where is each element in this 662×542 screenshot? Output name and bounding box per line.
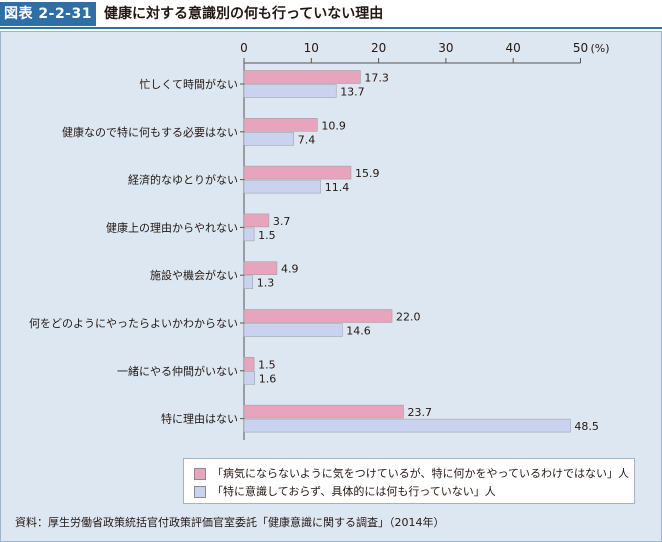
figure-label: 図表 2-2-31 <box>0 2 96 26</box>
data-label: 17.3 <box>364 72 389 85</box>
category-label: 一緒にやる仲間がいない <box>117 364 238 378</box>
data-label: 22.0 <box>396 311 421 324</box>
data-label: 1.5 <box>258 229 276 242</box>
title-bar: 図表 2-2-31 健康に対する意識別の何も行っていない理由 <box>0 0 662 29</box>
bar-chart: 0 10 20 30 40 50 (%) 忙しくて時間がない 17.313.7 健康なので特に何も… <box>29 41 610 440</box>
category-label: 特に理由はない <box>161 412 238 426</box>
bar <box>243 70 361 84</box>
x-tick-label: 50 <box>573 41 588 55</box>
data-label: 1.5 <box>258 358 276 371</box>
category-label: 忙しくて時間がない <box>139 77 238 91</box>
x-axis-unit: (%) <box>591 42 610 55</box>
data-label: 15.9 <box>355 167 380 180</box>
bar <box>243 371 256 385</box>
data-label: 1.3 <box>257 277 275 290</box>
source-note: 資料：厚生労働省政策統括官付政策評価官室委託「健康意識に関する調査」（2014年… <box>15 516 445 529</box>
data-label: 4.9 <box>281 263 299 276</box>
x-tick-label: 40 <box>506 41 521 55</box>
category-label: 施設や機会がない <box>150 268 238 282</box>
chart-panel <box>0 31 662 542</box>
data-label: 3.7 <box>273 215 291 228</box>
legend-swatch-series1 <box>194 468 206 480</box>
bar <box>243 227 255 242</box>
data-label: 7.4 <box>298 133 316 146</box>
data-label: 10.9 <box>321 119 346 132</box>
bar <box>243 261 278 275</box>
x-tick-label: 30 <box>438 41 453 55</box>
bar <box>243 275 253 289</box>
x-tick-label: 20 <box>371 41 386 55</box>
data-label: 14.6 <box>346 325 371 338</box>
data-label: 11.4 <box>325 181 350 194</box>
bar <box>243 404 404 419</box>
data-label: 48.5 <box>574 420 599 433</box>
legend-label-series1: 「病気にならないように気をつけているが、特に何かをやっているわけではない」人 <box>212 467 630 480</box>
x-tick-label: 0 <box>240 41 248 55</box>
bar <box>243 165 352 180</box>
legend: 「病気にならないように気をつけているが、特に何かをやっているわけではない」人 「… <box>183 458 635 504</box>
title-rule <box>0 27 662 29</box>
bar <box>243 118 318 132</box>
legend-item-series1: 「病気にならないように気をつけているが、特に何かをやっているわけではない」人 <box>194 465 629 481</box>
bar <box>243 213 270 228</box>
bar <box>243 323 343 337</box>
bar <box>243 132 295 146</box>
chart-title: 健康に対する意識別の何も行っていない理由 <box>104 6 384 22</box>
category-label: 経済的なゆとりがない <box>128 173 238 187</box>
legend-label-series2: 「特に意識しておらず、具体的には何も行っていない」人 <box>212 485 496 498</box>
bar <box>243 357 255 371</box>
x-tick-label: 10 <box>304 41 319 55</box>
bar <box>243 309 393 323</box>
data-label: 1.6 <box>259 372 277 385</box>
bar <box>243 418 571 433</box>
category-label: 健康上の理由からやれない <box>106 220 238 234</box>
bar <box>243 179 321 194</box>
legend-item-series2: 「特に意識しておらず、具体的には何も行っていない」人 <box>194 483 496 499</box>
legend-swatch-series2 <box>194 486 206 498</box>
category-label: 何をどのようにやったらよいかわからない <box>29 317 238 330</box>
category-label: 健康なので特に何もする必要はない <box>62 125 238 139</box>
data-label: 23.7 <box>408 406 433 419</box>
data-label: 13.7 <box>340 86 365 99</box>
bar <box>243 84 337 98</box>
